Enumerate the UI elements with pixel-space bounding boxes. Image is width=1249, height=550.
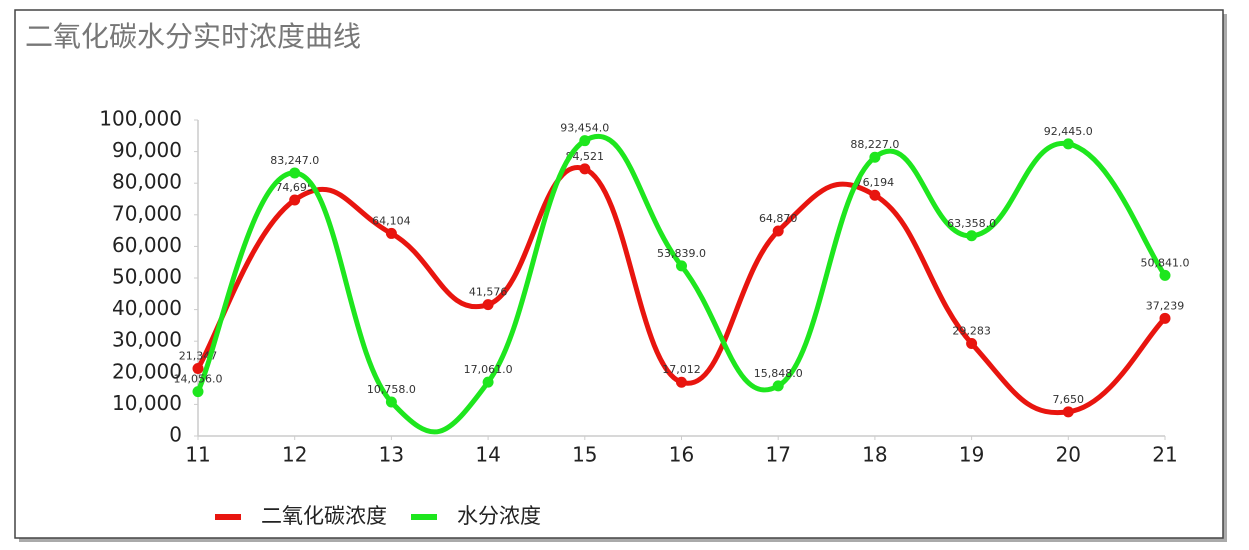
y-tick-label: 60,000 <box>112 233 182 257</box>
y-tick-label: 20,000 <box>112 359 182 383</box>
x-tick-label: 17 <box>765 443 790 467</box>
value-label: 14,056.0 <box>174 373 223 386</box>
legend-label: 水分浓度 <box>457 504 541 528</box>
point <box>289 194 301 206</box>
value-label: 10,758.0 <box>367 383 416 396</box>
point <box>676 260 687 272</box>
series-line <box>195 133 1168 435</box>
point <box>289 167 301 179</box>
chart-title: 二氧化碳水分实时浓度曲线 <box>25 20 361 53</box>
x-tick-label: 16 <box>669 443 694 467</box>
y-tick-label: 40,000 <box>112 296 182 320</box>
value-label: 37,239 <box>1146 299 1185 312</box>
x-tick-label: 11 <box>185 443 210 467</box>
value-label: 17,012 <box>662 363 701 376</box>
point <box>869 151 881 163</box>
frame <box>14 9 1224 539</box>
value-label: 88,227.0 <box>850 138 899 151</box>
x-tick-label: 21 <box>1152 443 1177 467</box>
value-label: 53,839.0 <box>657 247 706 260</box>
value-label: 17,061.0 <box>464 363 513 376</box>
point <box>482 299 494 311</box>
point <box>385 396 397 408</box>
value-label: 74,695 <box>275 181 314 194</box>
y-tick-label: 70,000 <box>112 201 182 225</box>
x-tick-label: 14 <box>475 443 500 467</box>
value-label: 76,194 <box>856 176 895 189</box>
y-tick-label: 50,000 <box>112 265 182 289</box>
value-label: 64,104 <box>372 214 411 227</box>
y-tick-label: 90,000 <box>112 138 182 162</box>
value-label: 63,358.0 <box>947 217 996 230</box>
point <box>1062 406 1074 418</box>
y-tick-label: 100,000 <box>99 107 182 131</box>
value-label: 64,870 <box>759 212 798 225</box>
x-tick-label: 12 <box>282 443 307 467</box>
point <box>772 225 784 237</box>
x-tick-label: 15 <box>572 443 597 467</box>
point <box>1159 312 1171 324</box>
y-tick-label: 10,000 <box>112 391 182 415</box>
legend-label: 二氧化碳浓度 <box>261 504 387 528</box>
point <box>1159 269 1171 281</box>
y-tick-label: 30,000 <box>112 328 182 352</box>
point <box>579 135 591 147</box>
y-tick-label: 0 <box>169 423 182 447</box>
point <box>869 189 881 201</box>
y-tick-label: 80,000 <box>112 170 182 194</box>
value-label: 93,454.0 <box>560 122 609 135</box>
x-tick-label: 18 <box>862 443 887 467</box>
value-label: 15,848.0 <box>754 367 803 380</box>
point <box>772 380 784 392</box>
point <box>676 376 687 388</box>
point <box>1062 138 1074 150</box>
value-label: 83,247.0 <box>270 154 319 167</box>
value-label: 41,576 <box>469 286 508 299</box>
point <box>192 386 204 398</box>
x-tick-label: 20 <box>1056 443 1081 467</box>
series-line <box>195 164 1167 416</box>
point <box>192 363 204 375</box>
point <box>482 376 494 388</box>
value-label: 7,650 <box>1053 393 1085 406</box>
point <box>966 337 978 349</box>
point <box>385 227 397 239</box>
x-tick-label: 13 <box>379 443 404 467</box>
value-label: 92,445.0 <box>1044 125 1093 138</box>
point <box>579 163 591 175</box>
value-label: 29,283 <box>952 324 991 337</box>
x-tick-label: 19 <box>959 443 984 467</box>
point <box>966 230 978 242</box>
value-label: 50,841.0 <box>1141 256 1190 269</box>
